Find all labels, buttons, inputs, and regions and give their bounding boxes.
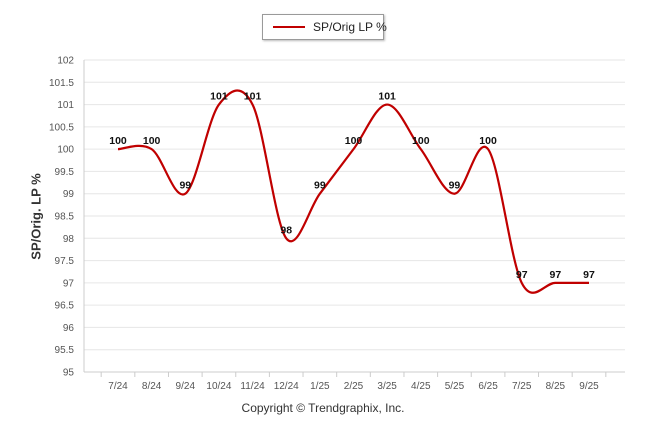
- y-tick-label: 99.5: [55, 167, 75, 178]
- y-tick-label: 101.5: [49, 78, 74, 89]
- data-label: 101: [244, 91, 262, 103]
- x-tick-label: 8/25: [546, 381, 566, 392]
- chart-legend: SP/Orig LP %: [262, 14, 387, 40]
- y-tick-label: 96.5: [55, 301, 75, 312]
- y-tick-label: 101: [57, 100, 74, 111]
- x-tick-label: 8/24: [142, 381, 162, 392]
- y-tick-label: 100.5: [49, 122, 74, 133]
- data-label: 100: [412, 135, 430, 147]
- data-label: 100: [143, 135, 161, 147]
- data-label: 100: [479, 135, 497, 147]
- x-tick-label: 7/24: [108, 381, 128, 392]
- x-tick-label: 3/25: [377, 381, 397, 392]
- x-tick-label: 10/24: [206, 381, 231, 392]
- data-label: 97: [550, 269, 562, 281]
- y-tick-label: 99: [63, 189, 75, 200]
- data-label: 100: [109, 135, 127, 147]
- x-tick-label: 5/25: [445, 381, 465, 392]
- data-label: 99: [449, 180, 461, 192]
- x-tick-label: 6/25: [478, 381, 498, 392]
- y-tick-label: 98.5: [55, 212, 75, 223]
- data-label: 100: [345, 135, 363, 147]
- copyright-credit: Copyright © Trendgraphix, Inc.: [241, 401, 405, 415]
- y-tick-label: 100: [57, 145, 74, 156]
- series-line: [117, 89, 589, 294]
- data-label: 99: [314, 180, 326, 192]
- y-tick-label: 95.5: [55, 345, 75, 356]
- legend-swatch: [273, 26, 305, 28]
- data-label: 101: [378, 91, 396, 103]
- y-tick-label: 95: [63, 368, 75, 379]
- y-tick-label: 98: [63, 234, 75, 245]
- legend-label: SP/Orig LP %: [313, 20, 387, 34]
- x-tick-label: 2/25: [344, 381, 364, 392]
- y-axis-label: SP/Orig. LP %: [28, 172, 44, 260]
- x-tick-label: 9/25: [579, 381, 599, 392]
- data-label: 97: [583, 269, 595, 281]
- y-tick-label: 97: [63, 278, 75, 289]
- x-tick-label: 4/25: [411, 381, 431, 392]
- x-tick-label: 11/24: [240, 381, 265, 392]
- y-tick-label: 102: [57, 56, 74, 67]
- x-tick-label: 9/24: [176, 381, 196, 392]
- y-tick-label: 97.5: [55, 256, 75, 267]
- x-tick-label: 1/25: [310, 381, 330, 392]
- y-tick-label: 96: [63, 323, 75, 334]
- x-tick-label: 7/25: [512, 381, 532, 392]
- x-tick-label: 12/24: [274, 381, 299, 392]
- data-label: 98: [280, 224, 292, 236]
- data-label: 97: [516, 269, 528, 281]
- data-label: 101: [210, 91, 228, 103]
- data-label: 99: [179, 180, 191, 192]
